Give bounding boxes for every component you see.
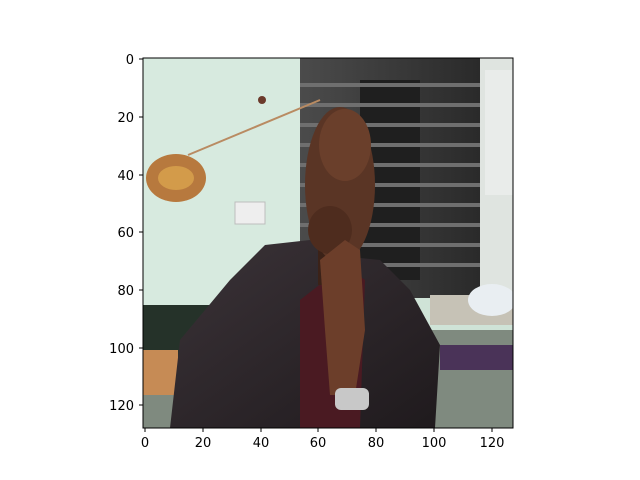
x-tick-label-20: 20 — [195, 436, 212, 451]
y-axis — [139, 58, 143, 406]
photo-image — [143, 58, 513, 428]
y-tick-label-0: 0 — [126, 53, 134, 68]
axes: 0 20 40 60 80 100 120 0 20 40 60 80 100 … — [109, 53, 514, 451]
x-tick-label-40: 40 — [253, 436, 270, 451]
y-tick-label-60: 60 — [117, 226, 134, 241]
y-tick-label-20: 20 — [117, 111, 134, 126]
x-tick-label-100: 100 — [422, 436, 447, 451]
y-tick-label-80: 80 — [117, 284, 134, 299]
plot-frame — [142, 57, 514, 429]
x-tick-label-60: 60 — [310, 436, 327, 451]
x-axis — [144, 428, 493, 432]
x-tick-label-80: 80 — [368, 436, 385, 451]
x-tick-label-0: 0 — [141, 436, 149, 451]
y-tick-label-40: 40 — [117, 169, 134, 184]
y-tick-label-120: 120 — [109, 399, 134, 414]
x-tick-label-120: 120 — [480, 436, 505, 451]
y-tick-label-100: 100 — [109, 342, 134, 357]
